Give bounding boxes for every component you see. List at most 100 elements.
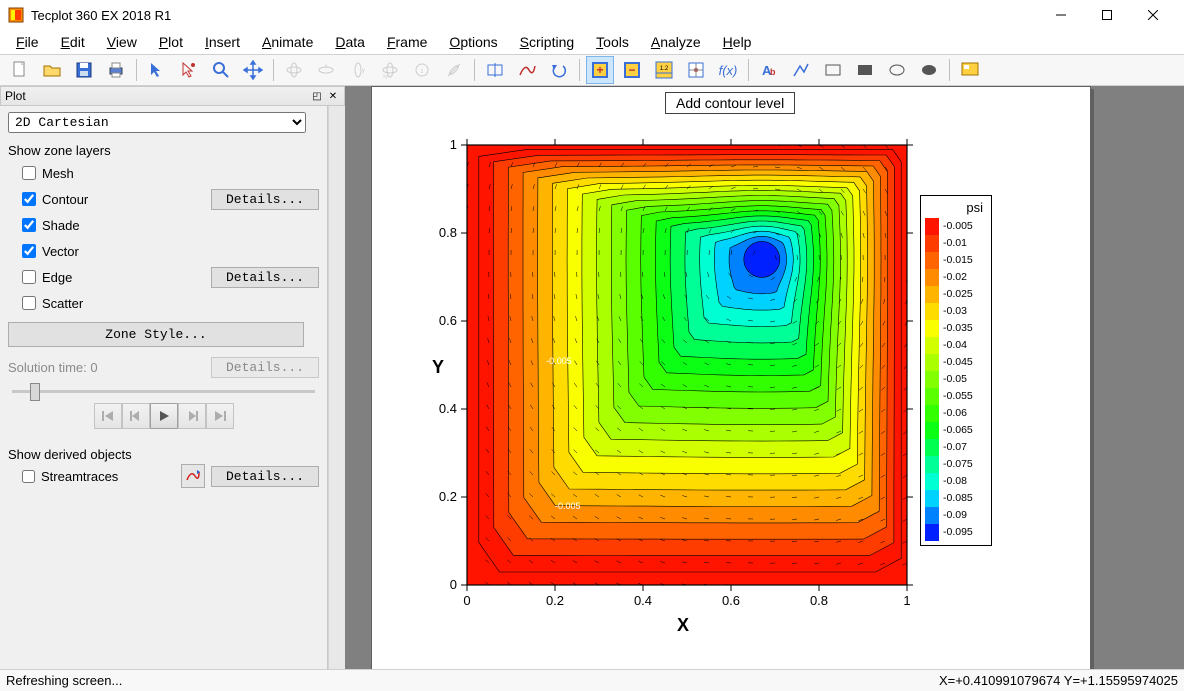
print-button[interactable] [102,56,130,84]
rotate-3d-button[interactable] [280,56,308,84]
shade-label: Shade [42,218,319,233]
arrow-button[interactable] [143,56,171,84]
panel-close-icon[interactable]: ✕ [326,89,340,103]
menu-data[interactable]: Data [325,32,375,52]
status-bar: Refreshing screen... X=+0.410991079674 Y… [0,669,1184,691]
legend-label: -0.075 [943,456,973,473]
grid-contour-button[interactable]: 1.2 [650,56,678,84]
svg-text:+: + [596,63,603,77]
last-frame-button[interactable] [206,403,234,429]
step-forward-button[interactable] [178,403,206,429]
menu-analyze[interactable]: Analyze [641,32,711,52]
rotate-zaxis-button[interactable] [440,56,468,84]
menu-frame[interactable]: Frame [377,32,437,52]
contour-checkbox[interactable] [22,192,36,206]
streamtraces-details-button[interactable]: Details... [211,466,319,487]
rotate-x-button[interactable]: x [312,56,340,84]
ellipse-tool-button[interactable] [883,56,911,84]
svg-text:0.2: 0.2 [439,489,457,504]
zoom-button[interactable] [207,56,235,84]
slice-button[interactable] [481,56,509,84]
svg-text:x: x [325,64,328,70]
legend-label: -0.05 [943,371,973,388]
menu-scripting[interactable]: Scripting [510,32,584,52]
layer-row-shade: Shade [8,212,319,238]
mesh-checkbox[interactable] [22,166,36,180]
vector-label: Vector [42,244,319,259]
first-frame-button[interactable] [94,403,122,429]
pan-button[interactable] [239,56,267,84]
text-tool-button[interactable]: Ab [755,56,783,84]
solution-time-label: Solution time: 0 [8,360,211,375]
ellipse-filled-button[interactable] [915,56,943,84]
contour-details-button[interactable]: Details... [211,189,319,210]
rotate-y-button[interactable]: y [344,56,372,84]
legend-swatch [925,388,939,405]
scatter-checkbox[interactable] [22,296,36,310]
streamtraces-label: Streamtraces [41,469,175,484]
legend-swatch [925,507,939,524]
workspace[interactable]: Add contour level 00.20.40.60.8100.20.40… [345,86,1184,669]
legend-swatch [925,320,939,337]
undo-button[interactable] [545,56,573,84]
vector-checkbox[interactable] [22,244,36,258]
rect-tool-button[interactable] [819,56,847,84]
edge-details-button[interactable]: Details... [211,267,319,288]
subtract-contour-level-button[interactable]: − [618,56,646,84]
arrow-alt-button[interactable] [175,56,203,84]
extract-curve-button[interactable] [513,56,541,84]
menu-edit[interactable]: Edit [51,32,95,52]
rotate-xy-button[interactable]: xy [376,56,404,84]
contour-label: -0.005 [546,356,572,366]
legend-swatch [925,303,939,320]
frame-tool-button[interactable] [956,56,984,84]
play-button[interactable] [150,403,178,429]
fx-button[interactable]: f(x) [714,56,742,84]
menu-insert[interactable]: Insert [195,32,250,52]
menu-view[interactable]: View [97,32,147,52]
edge-checkbox[interactable] [22,270,36,284]
rotate-z-button[interactable]: z [408,56,436,84]
menu-tools[interactable]: Tools [586,32,639,52]
menu-options[interactable]: Options [439,32,507,52]
shade-checkbox[interactable] [22,218,36,232]
scatter-label: Scatter [42,296,319,311]
solution-time-details-button[interactable]: Details... [211,357,319,378]
save-button[interactable] [70,56,98,84]
app-icon [8,7,24,23]
menu-animate[interactable]: Animate [252,32,323,52]
status-left: Refreshing screen... [6,673,939,688]
minimize-button[interactable] [1038,0,1084,30]
plot-panel-header[interactable]: Plot ◰ ✕ [0,86,345,106]
menu-help[interactable]: Help [713,32,762,52]
open-file-button[interactable] [38,56,66,84]
probe-button[interactable] [682,56,710,84]
new-file-button[interactable] [6,56,34,84]
svg-text:1: 1 [450,137,457,152]
panel-undock-icon[interactable]: ◰ [310,89,324,103]
zone-style-button[interactable]: Zone Style... [8,322,304,347]
time-slider[interactable] [12,390,315,393]
plot-type-select[interactable]: 2D Cartesian [8,112,306,133]
close-button[interactable] [1130,0,1176,30]
legend-swatch [925,218,939,235]
streamtraces-checkbox[interactable] [22,470,35,483]
legend-swatch [925,456,939,473]
rect-filled-button[interactable] [851,56,879,84]
layer-row-contour: ContourDetails... [8,186,319,212]
menu-file[interactable]: File [6,32,49,52]
add-contour-level-button[interactable]: + [586,56,614,84]
step-back-button[interactable] [122,403,150,429]
panel-scrollbar[interactable] [328,106,345,669]
time-slider-thumb[interactable] [30,383,40,401]
layer-row-mesh: Mesh [8,160,319,186]
line-tool-button[interactable] [787,56,815,84]
frame[interactable]: Add contour level 00.20.40.60.8100.20.40… [371,86,1091,669]
menu-plot[interactable]: Plot [149,32,193,52]
maximize-button[interactable] [1084,0,1130,30]
legend-swatch [925,269,939,286]
legend-swatch [925,524,939,541]
svg-text:y: y [362,68,365,74]
plot-panel-title: Plot [5,89,308,103]
streamtrace-icon[interactable] [181,464,205,488]
